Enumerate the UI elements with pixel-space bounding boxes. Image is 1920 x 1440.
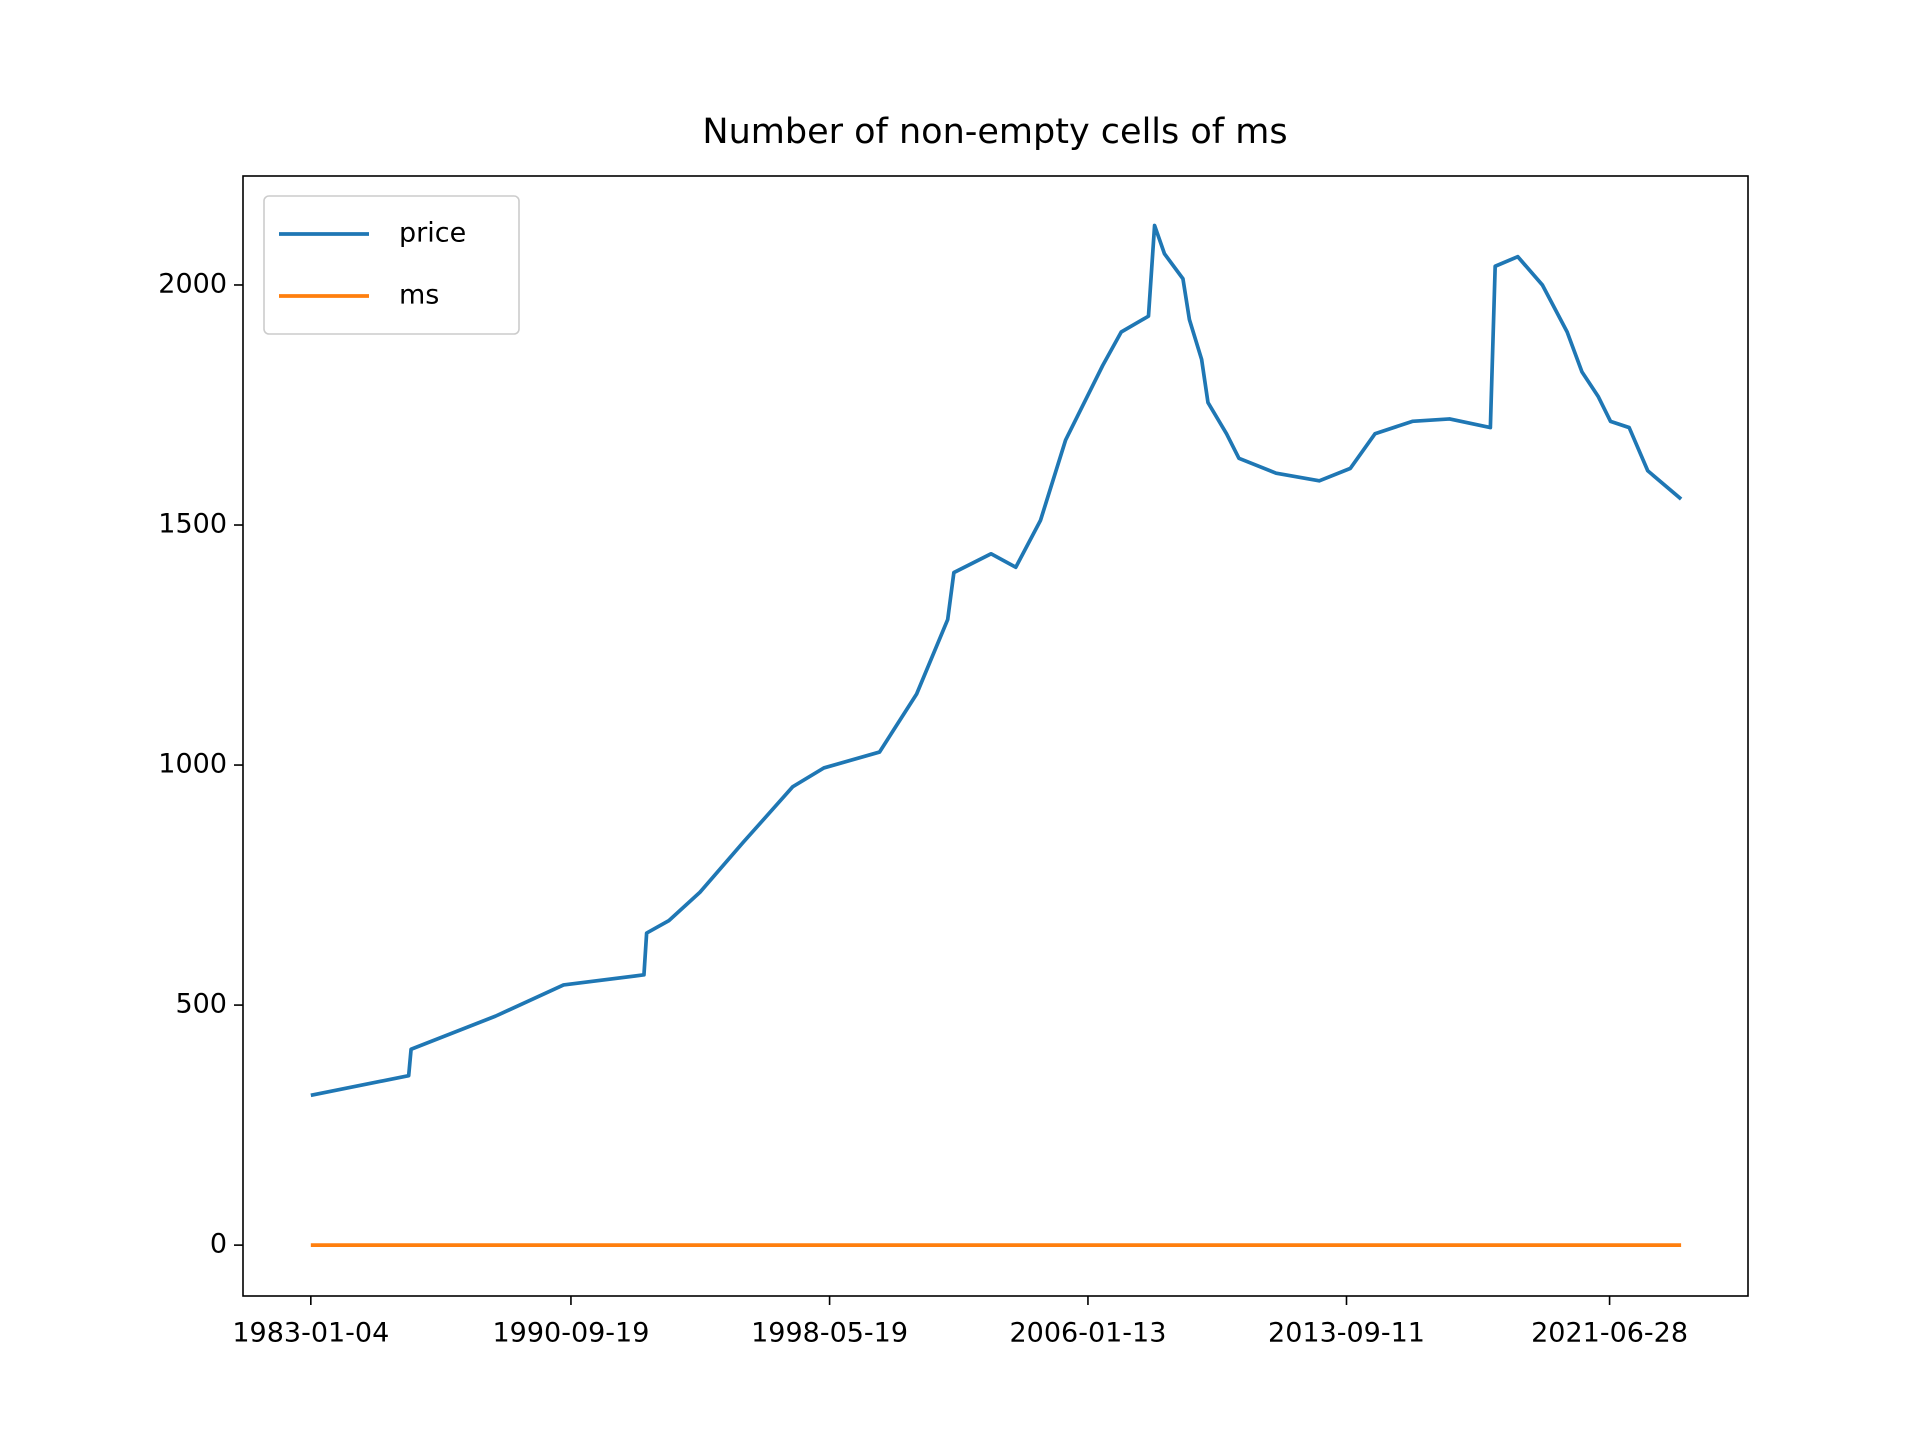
x-tick-label: 2006-01-13 bbox=[1009, 1318, 1166, 1349]
x-tick-label: 2021-06-28 bbox=[1531, 1318, 1688, 1349]
line-0 bbox=[310, 223, 1683, 1098]
y-tick-label: 1500 bbox=[158, 509, 227, 540]
y-tick-label: 0 bbox=[210, 1229, 227, 1260]
legend-label: ms bbox=[399, 280, 439, 311]
y-tick-label: 2000 bbox=[158, 268, 227, 299]
x-tick-label: 1990-09-19 bbox=[492, 1318, 649, 1349]
y-tick-label: 1000 bbox=[158, 749, 227, 780]
x-tick-label: 1983-01-04 bbox=[232, 1318, 389, 1349]
chart-title: Number of non-empty cells of ms bbox=[702, 112, 1287, 152]
legend-box bbox=[263, 195, 520, 335]
plot-frame bbox=[242, 175, 1749, 1297]
y-tick-label: 500 bbox=[175, 989, 227, 1020]
legend-label: price bbox=[399, 218, 466, 249]
x-tick-label: 2013-09-11 bbox=[1268, 1318, 1425, 1349]
x-tick-label: 1998-05-19 bbox=[751, 1318, 908, 1349]
